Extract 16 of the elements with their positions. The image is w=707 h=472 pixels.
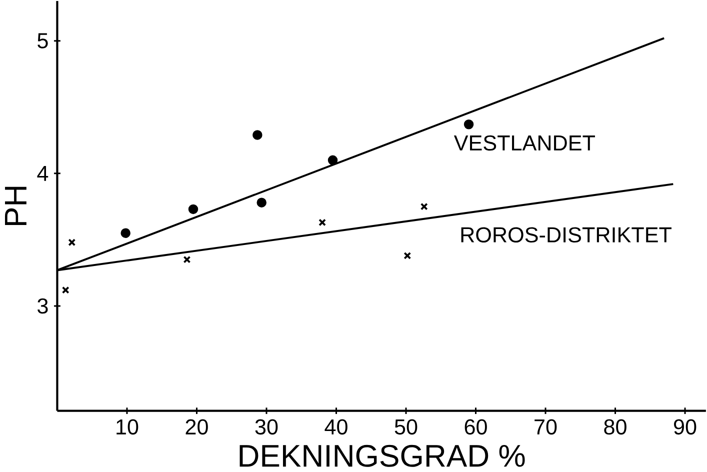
x-tick-label: 50 (394, 419, 418, 435)
x-tick-label: 40 (324, 419, 348, 435)
y-tick-label: 3 (38, 298, 48, 314)
series-label: VESTLANDET (454, 135, 595, 151)
x-tick-label: 70 (534, 419, 557, 435)
series-label: ROROS-DISTRIKTET (461, 227, 672, 243)
x-tick-label: 90 (674, 419, 696, 435)
x-axis-title: DEKNINGSGRAD % (240, 444, 525, 467)
y-tick-label: 4 (37, 166, 48, 181)
x-tick-label: 60 (464, 419, 487, 435)
y-tick-label: 5 (38, 33, 48, 48)
x-tick-label: 10 (116, 419, 138, 435)
x-tick-label: 30 (255, 419, 278, 435)
y-axis-title: PH (5, 186, 26, 226)
x-tick-label: 20 (186, 419, 208, 435)
x-tick-label: 80 (604, 419, 626, 435)
